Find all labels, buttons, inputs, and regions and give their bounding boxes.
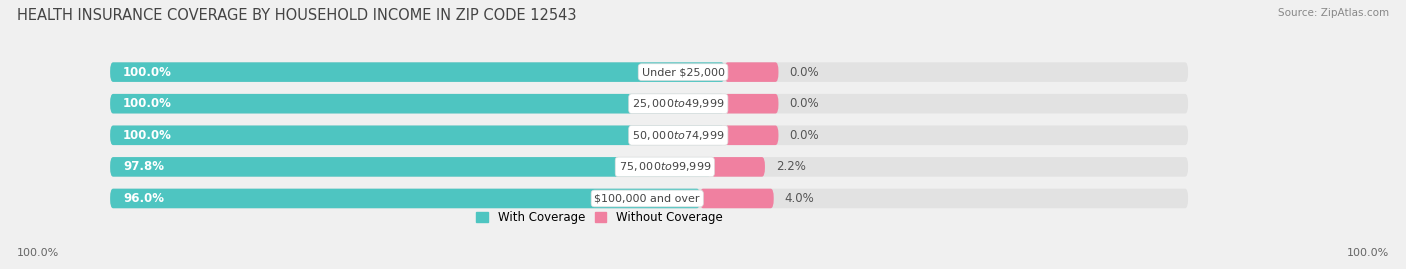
- Legend: With Coverage, Without Coverage: With Coverage, Without Coverage: [472, 206, 727, 228]
- Text: 100.0%: 100.0%: [124, 97, 172, 110]
- FancyBboxPatch shape: [724, 62, 779, 82]
- FancyBboxPatch shape: [724, 126, 779, 145]
- FancyBboxPatch shape: [110, 62, 724, 82]
- Text: 96.0%: 96.0%: [124, 192, 165, 205]
- FancyBboxPatch shape: [110, 126, 1188, 145]
- FancyBboxPatch shape: [110, 62, 1188, 82]
- Text: Under $25,000: Under $25,000: [641, 67, 724, 77]
- Text: $50,000 to $74,999: $50,000 to $74,999: [633, 129, 724, 142]
- Text: Source: ZipAtlas.com: Source: ZipAtlas.com: [1278, 8, 1389, 18]
- FancyBboxPatch shape: [110, 94, 1188, 114]
- Text: 0.0%: 0.0%: [789, 66, 818, 79]
- Text: 0.0%: 0.0%: [789, 129, 818, 142]
- Text: 4.0%: 4.0%: [785, 192, 814, 205]
- Text: 0.0%: 0.0%: [789, 97, 818, 110]
- Text: $25,000 to $49,999: $25,000 to $49,999: [633, 97, 724, 110]
- Text: 100.0%: 100.0%: [124, 66, 172, 79]
- Text: 100.0%: 100.0%: [124, 129, 172, 142]
- Text: 2.2%: 2.2%: [776, 160, 806, 174]
- FancyBboxPatch shape: [110, 94, 724, 114]
- Text: HEALTH INSURANCE COVERAGE BY HOUSEHOLD INCOME IN ZIP CODE 12543: HEALTH INSURANCE COVERAGE BY HOUSEHOLD I…: [17, 8, 576, 23]
- Text: 100.0%: 100.0%: [1347, 248, 1389, 258]
- FancyBboxPatch shape: [110, 189, 700, 208]
- FancyBboxPatch shape: [110, 189, 1188, 208]
- Text: 100.0%: 100.0%: [17, 248, 59, 258]
- FancyBboxPatch shape: [110, 157, 711, 177]
- FancyBboxPatch shape: [700, 189, 773, 208]
- FancyBboxPatch shape: [110, 157, 1188, 177]
- Text: 97.8%: 97.8%: [124, 160, 165, 174]
- FancyBboxPatch shape: [110, 126, 724, 145]
- FancyBboxPatch shape: [711, 157, 765, 177]
- Text: $75,000 to $99,999: $75,000 to $99,999: [619, 160, 711, 174]
- FancyBboxPatch shape: [724, 94, 779, 114]
- Text: $100,000 and over: $100,000 and over: [595, 193, 700, 203]
